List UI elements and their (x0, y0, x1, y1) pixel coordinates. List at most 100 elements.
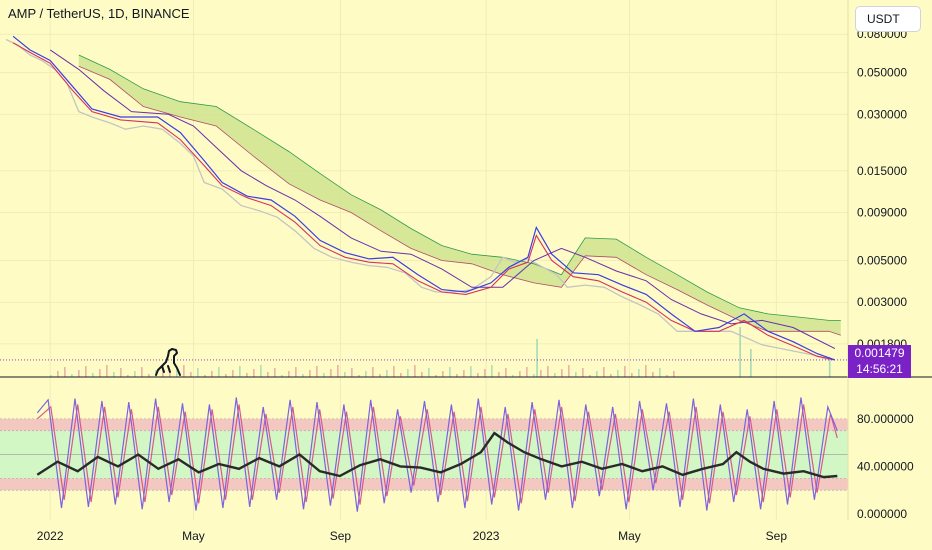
volume-bar (288, 371, 290, 377)
volume-bar (295, 367, 297, 377)
volume-bar (435, 375, 437, 377)
volume-bar (393, 366, 395, 377)
volume-bar (176, 369, 178, 377)
volume-bar (568, 365, 570, 377)
cloud-fill (78, 55, 841, 336)
volume-bar (99, 369, 101, 377)
volume-bar (519, 371, 521, 377)
volume-bar (246, 373, 248, 377)
volume-bar (141, 367, 143, 377)
volume-bar (190, 372, 192, 377)
volume-bar (323, 373, 325, 377)
currency-button[interactable]: USDT (855, 6, 921, 32)
price-series-lines (0, 35, 848, 361)
volume-bar (582, 368, 584, 377)
volume-bar (113, 372, 115, 377)
x-tick-label: 2023 (473, 529, 500, 543)
bar-countdown: 14:56:21 (856, 362, 903, 376)
volume-spike (750, 349, 752, 377)
volume-bar (624, 366, 626, 377)
ichimoku-cloud (78, 54, 841, 336)
volume-bar (477, 373, 479, 377)
x-tick-label: May (182, 529, 205, 543)
x-tick-label: 2022 (37, 529, 64, 543)
volume-bar (330, 369, 332, 377)
volume-bar (281, 375, 283, 377)
oscillator-tick-label: 80.000000 (857, 412, 914, 426)
volume-bar (253, 369, 255, 377)
volume-bar (498, 372, 500, 377)
price-tick-label: 0.009000 (857, 206, 907, 220)
x-tick-label: May (618, 529, 641, 543)
volume-bar (183, 365, 185, 377)
volume-bar (218, 367, 220, 377)
stoch-k-line (36, 397, 838, 512)
volume-bar (414, 365, 416, 377)
volume-bar (659, 368, 661, 377)
volume-bar (484, 369, 486, 377)
oscillator-tick-label: 40.000000 (857, 459, 914, 473)
volume-bar (596, 371, 598, 377)
oscillator-lines (36, 397, 838, 512)
volume-bar (169, 373, 171, 377)
volume-bar (561, 369, 563, 377)
volume-bar (120, 368, 122, 377)
volume-bar (71, 374, 73, 377)
volume-bar (267, 372, 269, 377)
volume-bar (610, 374, 612, 377)
volume-bar (540, 370, 542, 377)
oscillator-tick-label: 0.000000 (857, 507, 907, 521)
volume-bar (666, 375, 668, 377)
volume-bar (232, 370, 234, 377)
volume-bar (197, 368, 199, 377)
volume-bar (400, 373, 402, 377)
volume-bar (617, 370, 619, 377)
volume-bar (386, 370, 388, 377)
volume-bar (428, 368, 430, 377)
volume-bar (358, 375, 360, 377)
volume-bar (379, 374, 381, 377)
volume-bar (211, 371, 213, 377)
volume-bar (316, 366, 318, 377)
x-tick-label: Sep (330, 529, 352, 543)
volume-bar (50, 375, 52, 377)
volume-bar (673, 371, 675, 377)
volume-bar (491, 365, 493, 377)
volume-bar (127, 375, 129, 377)
volume-bar (351, 368, 353, 377)
volume-bar (603, 367, 605, 377)
volume-bar (407, 369, 409, 377)
volume-bar (631, 373, 633, 377)
price-tick-label: 0.050000 (857, 66, 907, 80)
volume-bar (337, 365, 339, 377)
volume-spike (739, 327, 741, 377)
volume-bar (554, 373, 556, 377)
cloud-upper-line (78, 54, 841, 321)
volume-bar (526, 367, 528, 377)
volume-bar (134, 371, 136, 377)
price-tick-label: 0.003000 (857, 295, 907, 309)
volume-bar (225, 374, 227, 377)
volume-bar (449, 367, 451, 377)
oscillator-band (0, 478, 848, 491)
volume-bar (589, 375, 591, 377)
axes (0, 0, 932, 520)
x-tick-label: Sep (766, 529, 788, 543)
last-price-value: 0.001479 (854, 346, 905, 360)
dinosaur-icon (155, 348, 181, 376)
volume-bar (64, 367, 66, 377)
volume-bar (344, 372, 346, 377)
conversion-line (12, 35, 836, 361)
volume-bar (148, 374, 150, 377)
symbol-title: AMP / TetherUS, 1D, BINANCE (8, 6, 190, 21)
volume-spike (828, 357, 831, 377)
volume-bar (92, 373, 94, 377)
volume-bar (652, 372, 654, 377)
volume-bar (274, 368, 276, 377)
volume-bar (309, 370, 311, 377)
stoch-d-line (36, 404, 838, 505)
volume-bar (260, 365, 262, 377)
volume-bar (463, 370, 465, 377)
last-price-tag: 0.001479 14:56:21 (848, 345, 911, 378)
